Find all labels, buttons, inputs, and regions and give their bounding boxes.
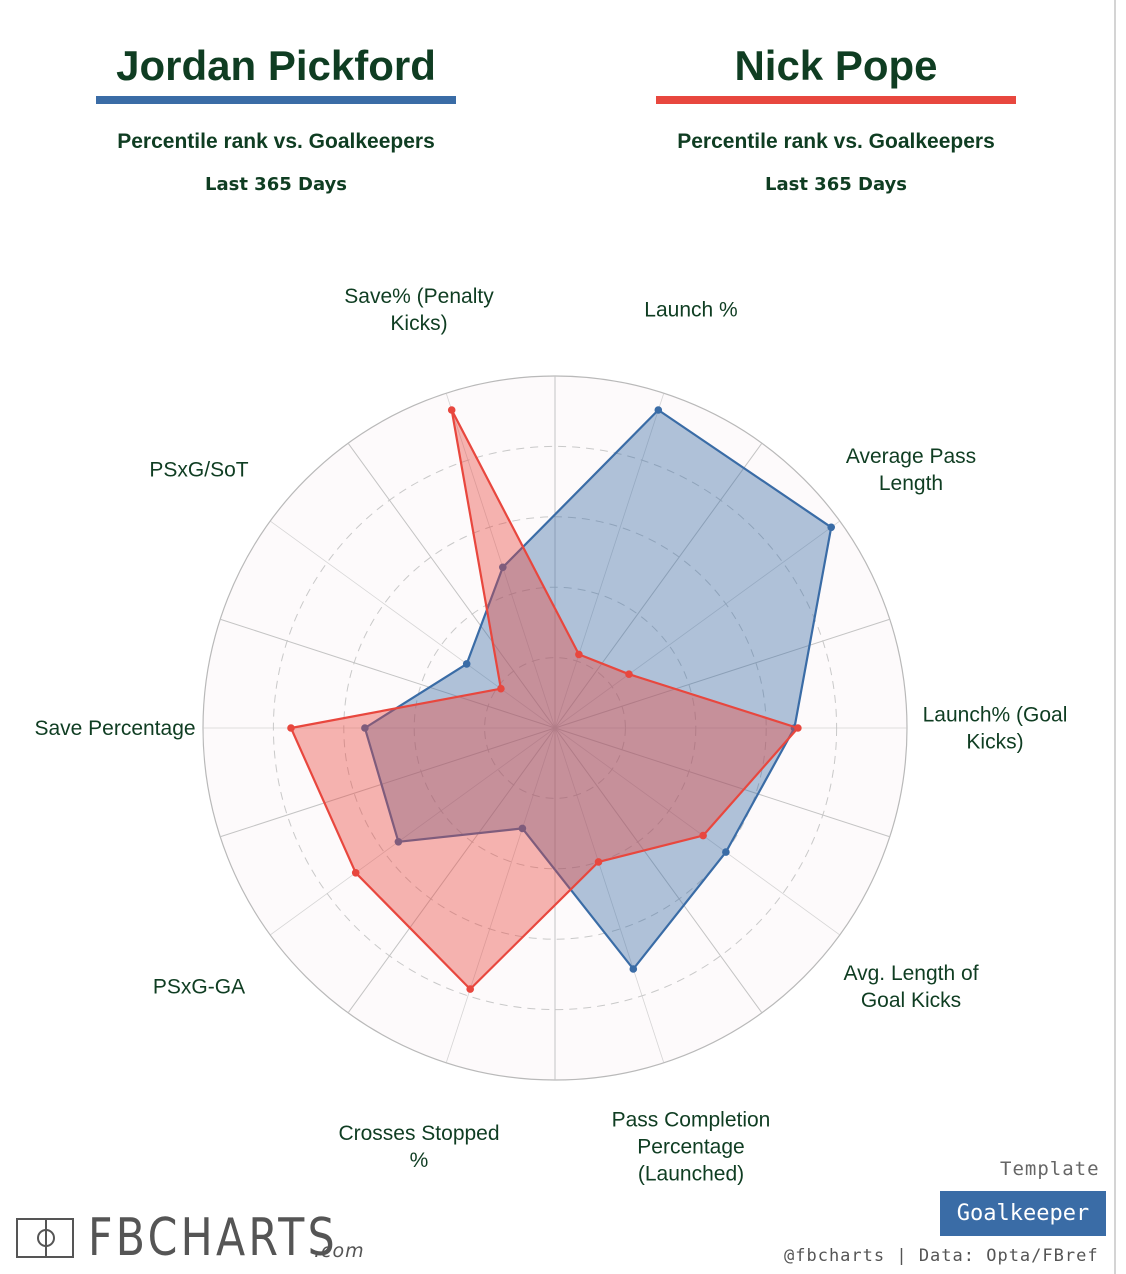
radar-sector-line-4 — [554, 727, 890, 838]
axis-label-1: Launch % — [644, 299, 737, 322]
axis-label-5: Pass Completion Percentage (Launched) — [612, 1109, 771, 1186]
logo-suffix: .com — [314, 1240, 365, 1262]
radar-spoke-6 — [445, 727, 556, 1063]
template-badge: Goalkeeper — [940, 1191, 1106, 1236]
logo-wordmark: FBCHARTS — [88, 1208, 338, 1268]
player-2-color-bar — [656, 96, 1016, 104]
radar-sector-line-3 — [554, 618, 890, 729]
series-1-point-9 — [462, 660, 471, 668]
radar-spoke-10 — [445, 393, 556, 729]
series-2-point-7 — [351, 869, 360, 877]
player-2-subtitle: Percentile rank vs. Goalkeepers — [677, 130, 995, 153]
radar-sector-line-10 — [347, 442, 556, 729]
player-1-subtitle: Percentile rank vs. Goalkeepers — [117, 130, 435, 153]
player-1-color-bar — [96, 96, 456, 104]
radar-sector-line-8 — [220, 727, 556, 838]
axis-label-2: Average Pass Length — [846, 445, 976, 495]
radar-spoke-7 — [269, 727, 556, 936]
radar-sector-line-9 — [220, 618, 556, 729]
series-1-point-7 — [394, 838, 403, 846]
series-1-point-1 — [654, 406, 663, 414]
axis-label-9: PSxG/SoT — [149, 458, 248, 481]
series-2-point-9 — [497, 684, 505, 693]
series-1-point-5 — [629, 965, 638, 973]
series-1-point-10 — [499, 563, 507, 572]
player-2-header: Nick Pope Percentile rank vs. Goalkeeper… — [626, 40, 1046, 195]
radar-spoke-4 — [554, 727, 841, 936]
player-1-name: Jordan Pickford — [116, 42, 436, 89]
series-2-point-3 — [794, 724, 802, 732]
radar-spoke-1 — [554, 393, 665, 729]
series-1-point-8 — [361, 724, 369, 732]
series-1-point-6 — [518, 824, 527, 833]
radar-sector-line-5 — [554, 727, 763, 1014]
series-2-point-10 — [447, 406, 456, 414]
player-1-header: Jordan Pickford Percentile rank vs. Goal… — [66, 40, 486, 195]
player-2-period: Last 365 Days — [764, 174, 908, 195]
radar-spoke-2 — [554, 520, 841, 729]
radar-spoke-5 — [554, 727, 665, 1063]
template-caption: Template — [1000, 1158, 1100, 1180]
axis-label-3: Launch% (Goal Kicks) — [923, 704, 1068, 754]
series-1-point-2 — [827, 523, 835, 532]
axis-label-4: Avg. Length of Goal Kicks — [843, 962, 978, 1012]
series-2-point-6 — [466, 985, 475, 993]
right-divider — [1114, 0, 1116, 1274]
footer-credit: @fbcharts | Data: Opta/FBref — [784, 1246, 1099, 1266]
player-2-name: Nick Pope — [734, 42, 938, 89]
series-2-point-1 — [575, 650, 583, 659]
series-2-point-5 — [594, 858, 603, 866]
radar-sector-line-7 — [347, 727, 556, 1014]
player-1-period: Last 365 Days — [204, 174, 348, 195]
radar-spoke-9 — [269, 520, 556, 729]
axis-label-6: Crosses Stopped% — [338, 1122, 499, 1172]
series-1-point-4 — [722, 848, 730, 856]
axis-label-7: PSxG-GA — [153, 976, 245, 999]
pitch-icon — [16, 1218, 74, 1258]
radar-sector-line-2 — [554, 442, 763, 729]
axis-label-8: Save Percentage — [34, 717, 195, 740]
series-2-point-8 — [287, 724, 295, 732]
series-2-point-2 — [625, 670, 633, 678]
series-2-point-4 — [699, 831, 707, 840]
axis-label-10: Save% (Penalty Kicks) — [344, 285, 494, 335]
